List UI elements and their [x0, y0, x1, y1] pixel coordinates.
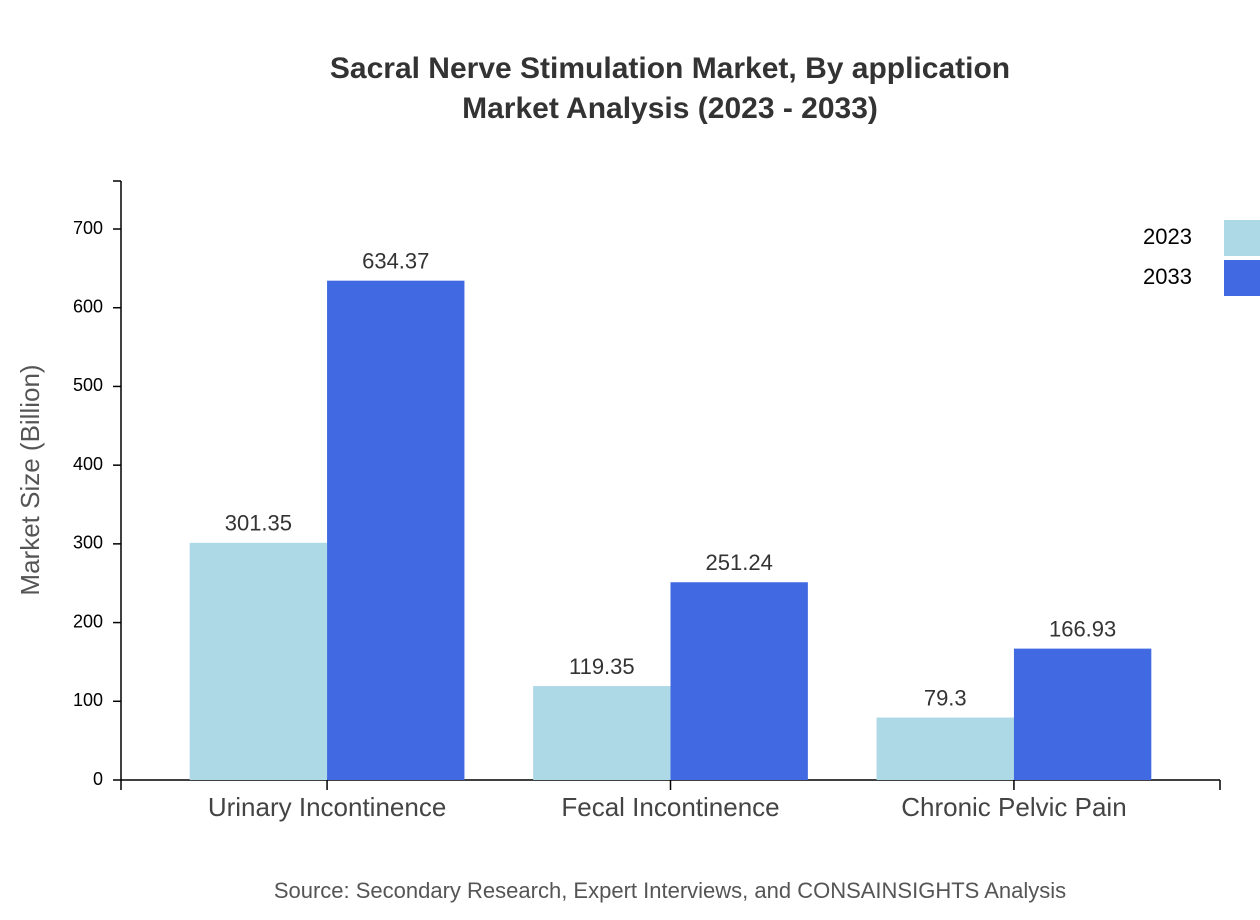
- value-label: 301.35: [225, 511, 292, 536]
- chart-subtitle: Market Analysis (2023 - 2033): [462, 92, 878, 125]
- y-tick-label: 600: [73, 296, 103, 316]
- value-label: 166.93: [1049, 616, 1116, 641]
- source-note: Source: Secondary Research, Expert Inter…: [274, 878, 1066, 903]
- value-label: 119.35: [569, 654, 635, 679]
- y-tick-label: 700: [73, 218, 103, 238]
- legend-swatch: [1224, 220, 1260, 256]
- y-tick-label: 500: [73, 375, 103, 395]
- bar: [876, 717, 1014, 780]
- y-tick-label: 200: [73, 611, 103, 631]
- value-label: 251.24: [706, 550, 773, 575]
- y-axis-label: Market Size (Billion): [15, 364, 45, 595]
- legend-label: 2033: [1143, 264, 1192, 289]
- legend-label: 2023: [1143, 224, 1192, 249]
- bar: [1013, 648, 1152, 780]
- x-tick-label: Fecal Incontinence: [561, 792, 779, 822]
- y-tick-label: 400: [73, 454, 103, 474]
- x-tick-label: Urinary Incontinence: [208, 792, 446, 822]
- y-tick-label: 300: [73, 533, 103, 553]
- value-label: 634.37: [362, 248, 429, 273]
- bar: [189, 542, 328, 780]
- legend-swatch: [1224, 260, 1260, 296]
- bar: [670, 582, 808, 780]
- x-tick-label: Chronic Pelvic Pain: [901, 792, 1126, 822]
- value-label: 79.3: [924, 685, 967, 710]
- bar: [533, 686, 671, 780]
- y-tick-label: 100: [73, 690, 103, 710]
- chart-title: Sacral Nerve Stimulation Market, By appl…: [330, 52, 1010, 85]
- bar: [327, 280, 465, 780]
- y-tick-label: 0: [93, 769, 103, 789]
